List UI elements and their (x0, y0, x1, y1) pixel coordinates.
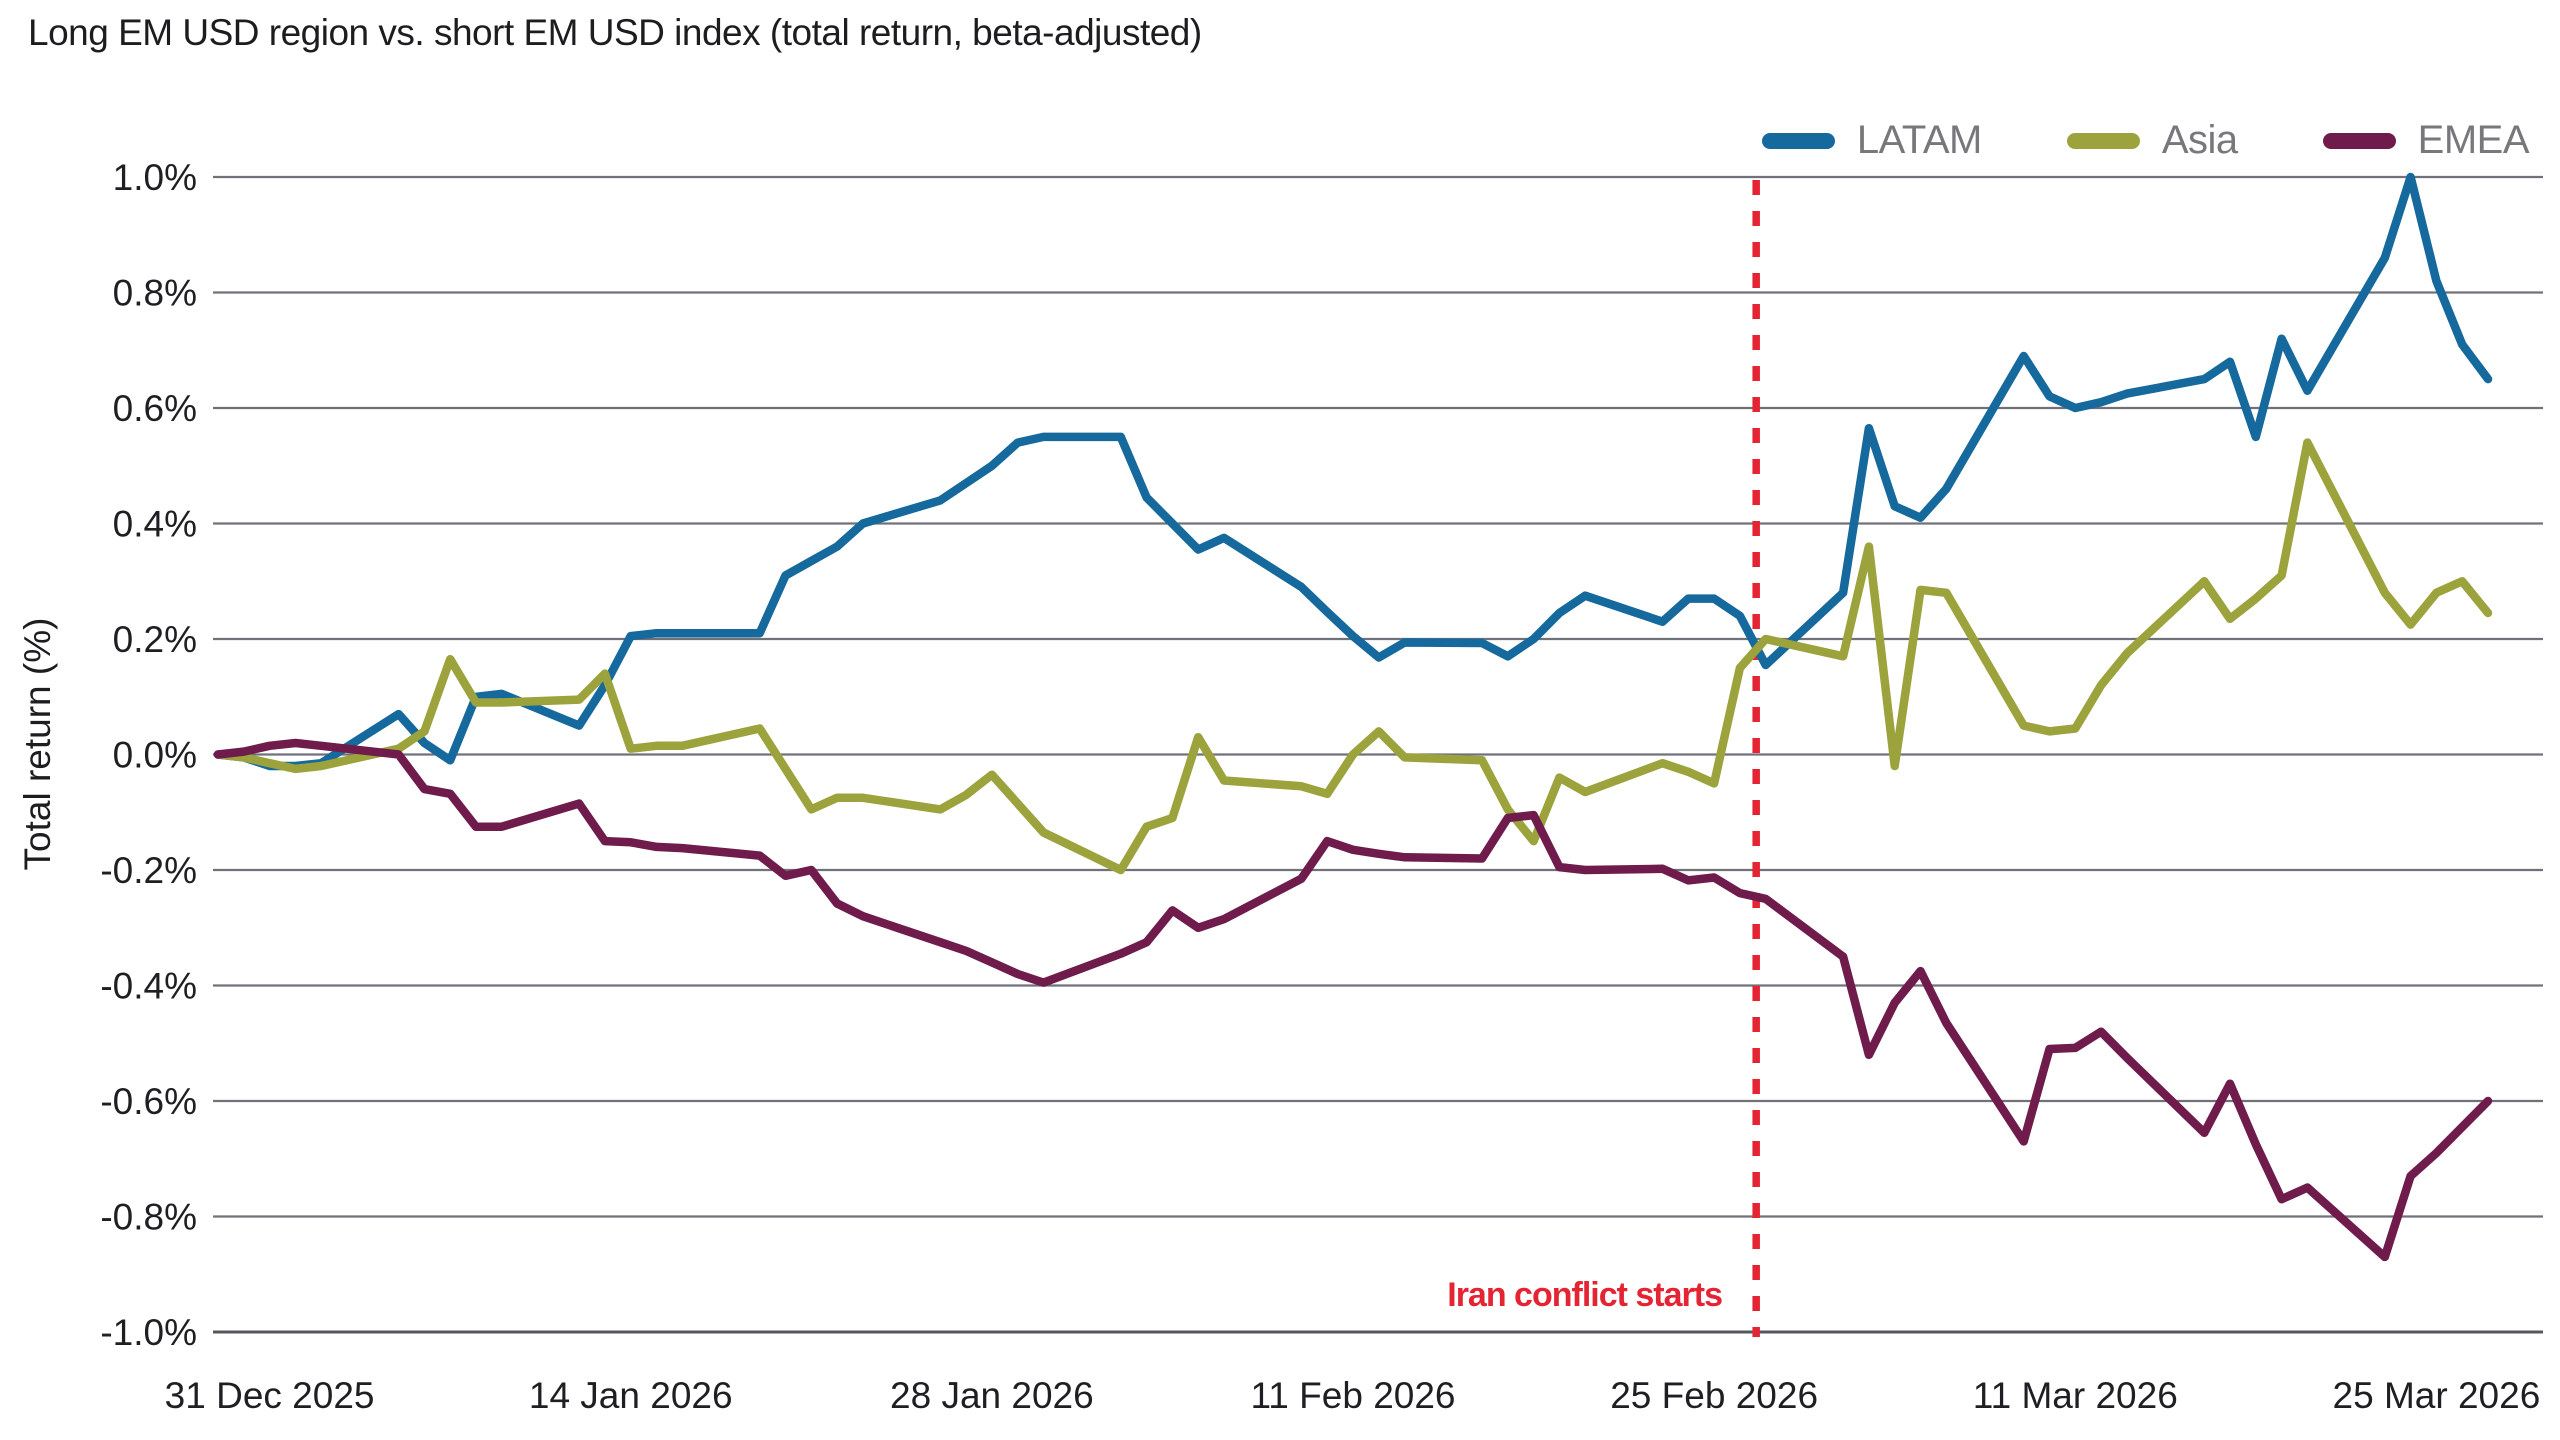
event-annotation: Iran conflict starts (1447, 1276, 1723, 1314)
legend-item-asia: Asia (2066, 118, 2238, 163)
x-tick-label: 25 Mar 2026 (2333, 1375, 2541, 1416)
legend-label-emea: EMEA (2417, 118, 2530, 162)
chart-title: Long EM USD region vs. short EM USD inde… (28, 12, 1202, 53)
y-tick-label: -0.8% (100, 1197, 197, 1238)
legend-item-emea: EMEA (2322, 118, 2530, 163)
x-tick-label: 31 Dec 2025 (165, 1375, 375, 1416)
series-line-asia (213, 438, 2493, 875)
y-tick-label: -0.2% (100, 850, 197, 891)
y-tick-label: -0.6% (100, 1081, 197, 1122)
x-tick-label: 11 Feb 2026 (1250, 1375, 1455, 1416)
x-tick-label: 28 Jan 2026 (890, 1375, 1094, 1416)
legend-label-latam: LATAM (1856, 118, 1982, 162)
series-line-latam (213, 172, 2493, 771)
emea-line-swatch-icon (2322, 132, 2396, 149)
y-tick-label: 0.0% (113, 735, 197, 776)
y-tick-label: -1.0% (100, 1312, 197, 1353)
y-tick-label: 0.2% (113, 619, 197, 660)
latam-line-swatch-icon (1761, 132, 1835, 149)
legend: LATAM Asia EMEA (1761, 118, 2530, 163)
x-tick-label: 11 Mar 2026 (1973, 1375, 2178, 1416)
legend-label-asia: Asia (2161, 118, 2238, 162)
y-tick-label: -0.4% (100, 966, 197, 1007)
x-tick-label: 14 Jan 2026 (529, 1375, 733, 1416)
series-line-emea (213, 738, 2493, 1262)
y-tick-label: 0.8% (113, 273, 197, 314)
asia-line-swatch-icon (2066, 132, 2140, 149)
legend-item-latam: LATAM (1761, 118, 1982, 163)
y-tick-label: 0.4% (113, 504, 197, 545)
y-tick-label: 0.6% (113, 388, 197, 429)
y-tick-label: 1.0% (113, 157, 197, 198)
x-tick-label: 25 Feb 2026 (1610, 1375, 1818, 1416)
